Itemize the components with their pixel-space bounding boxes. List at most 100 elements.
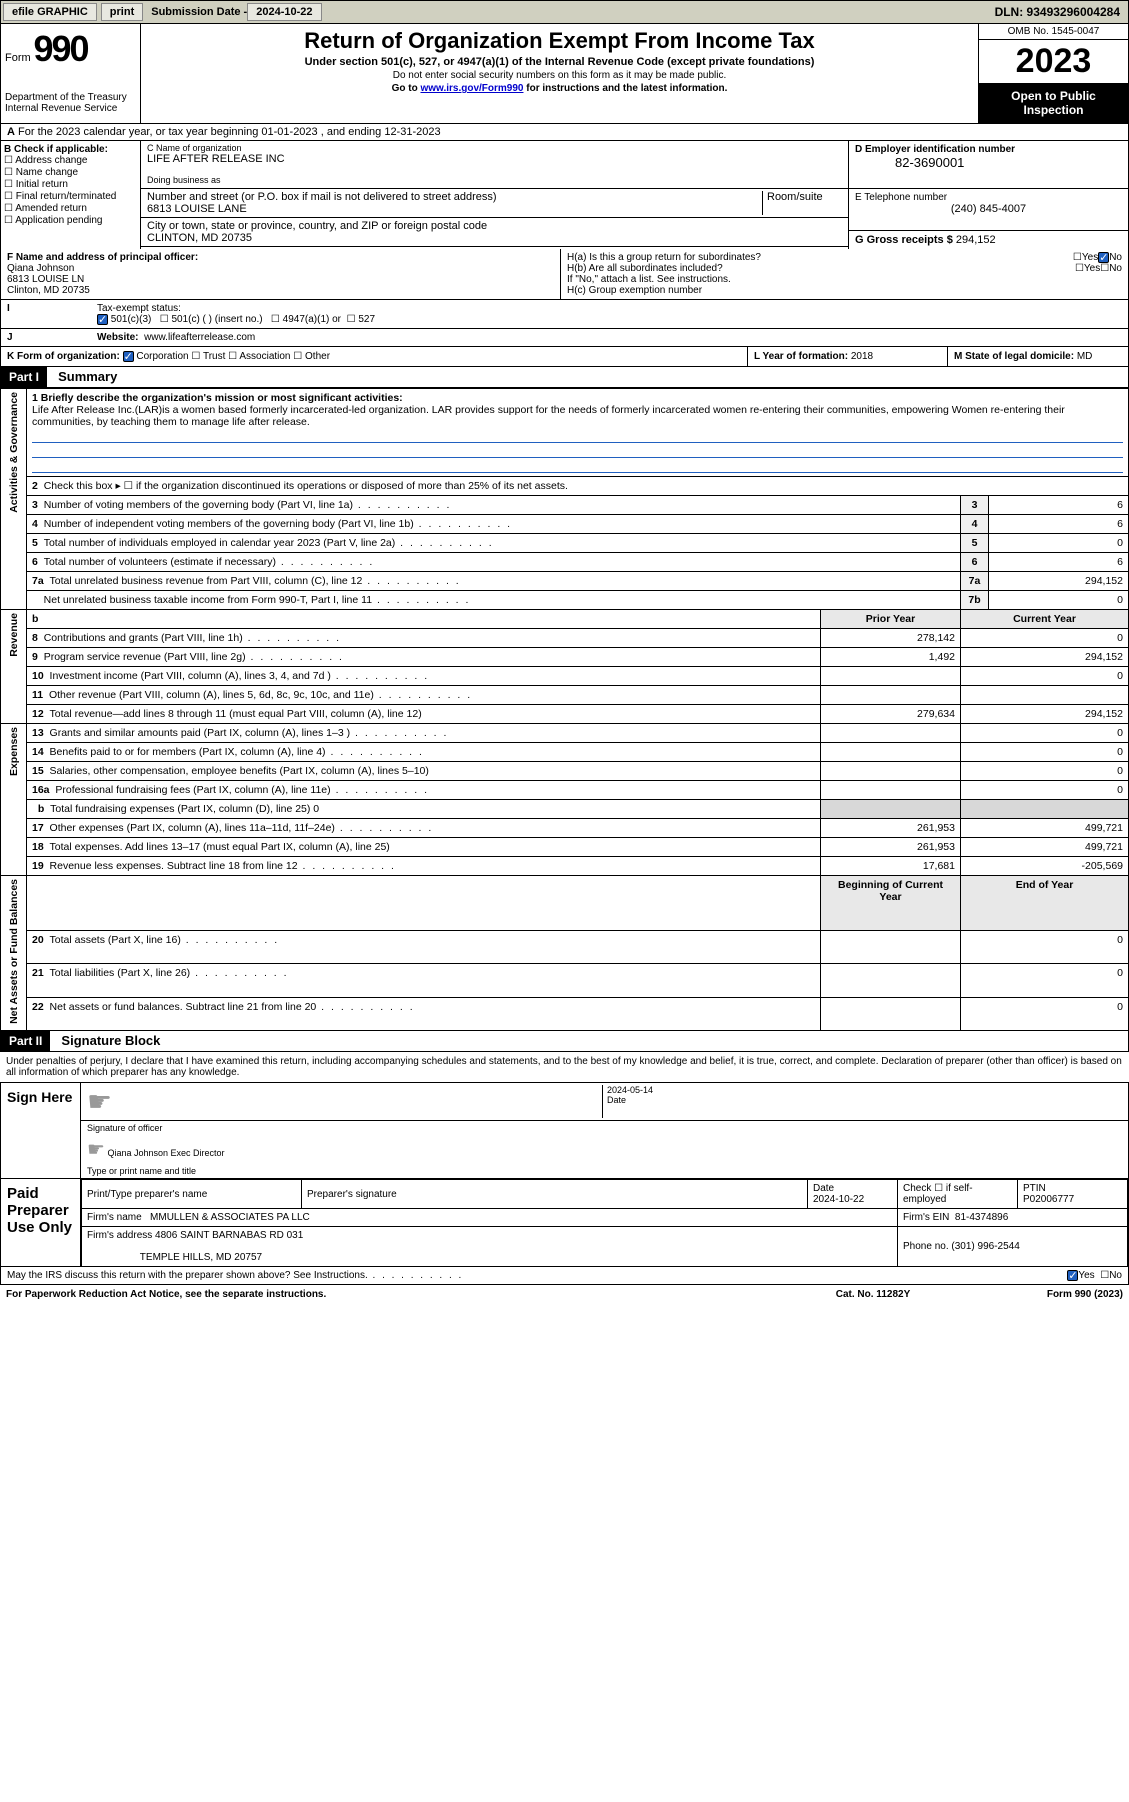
note2-prefix: Go to <box>392 83 421 94</box>
firm-addr2: TEMPLE HILLS, MD 20757 <box>140 1252 262 1263</box>
phone-label: E Telephone number <box>855 192 1122 203</box>
end-year-hdr: End of Year <box>961 876 1129 931</box>
line3-text: Number of voting members of the governin… <box>44 499 452 511</box>
form-org-label: K Form of organization: <box>7 351 120 362</box>
city-label: City or town, state or province, country… <box>147 220 842 232</box>
sig-officer-label: Signature of officer <box>87 1123 1122 1133</box>
dln: DLN: 93493296004284 <box>995 5 1126 19</box>
row-klm: K Form of organization: Corporation ☐ Tr… <box>0 347 1129 367</box>
firm-name: MMULLEN & ASSOCIATES PA LLC <box>150 1212 310 1223</box>
line3-val: 6 <box>989 496 1129 515</box>
dept-label: Department of the Treasury <box>5 92 136 103</box>
vert-gov: Activities & Governance <box>8 392 20 513</box>
gross-receipts-value: 294,152 <box>956 234 996 246</box>
footer: For Paperwork Reduction Act Notice, see … <box>0 1285 1129 1304</box>
row-j: J Website: www.lifeafterrelease.com <box>0 329 1129 347</box>
line7b-text: Net unrelated business taxable income fr… <box>44 594 471 606</box>
firm-addr1: 4806 SAINT BARNABAS RD 031 <box>155 1230 303 1241</box>
cb-name-change[interactable]: ☐ Name change <box>4 167 137 178</box>
omb-number: OMB No. 1545-0047 <box>979 24 1128 40</box>
hb-note: If "No," attach a list. See instructions… <box>567 274 1122 285</box>
cb-501c3[interactable] <box>97 314 108 325</box>
line2-text: Check this box ▸ ☐ if the organization d… <box>44 480 568 492</box>
cb-amended[interactable]: ☐ Amended return <box>4 203 137 214</box>
footer-right: Form 990 (2023) <box>973 1289 1123 1300</box>
cb-final-return[interactable]: ☐ Final return/terminated <box>4 191 137 202</box>
ha-no-check[interactable] <box>1098 252 1109 263</box>
footer-mid: Cat. No. 11282Y <box>773 1289 973 1300</box>
box-b-title: B Check if applicable: <box>4 144 137 155</box>
hb-label: H(b) Are all subordinates included? <box>567 263 1075 274</box>
phone-value: (240) 845-4007 <box>855 203 1122 215</box>
firm-ein: 81-4374896 <box>955 1212 1008 1223</box>
discuss-text: May the IRS discuss this return with the… <box>7 1270 1067 1281</box>
firm-phone: (301) 996-2544 <box>951 1241 1019 1252</box>
submission-label: Submission Date - <box>151 6 247 18</box>
line7a-text: Total unrelated business revenue from Pa… <box>50 575 461 587</box>
form-label: Form <box>5 52 31 64</box>
current-year-hdr: Current Year <box>961 610 1129 629</box>
line5-val: 0 <box>989 534 1129 553</box>
cb-initial-return[interactable]: ☐ Initial return <box>4 179 137 190</box>
efile-button[interactable]: efile GRAPHIC <box>3 3 97 21</box>
domicile: MD <box>1077 351 1093 362</box>
vert-rev: Revenue <box>8 613 20 657</box>
sig-name-label: Type or print name and title <box>87 1166 1122 1176</box>
part2-header: Part II Signature Block <box>0 1031 1129 1052</box>
summary-table: Activities & Governance 1 Briefly descri… <box>0 388 1129 1031</box>
vert-na: Net Assets or Fund Balances <box>8 879 20 1024</box>
line4-val: 6 <box>989 515 1129 534</box>
cb-address-change[interactable]: ☐ Address change <box>4 155 137 166</box>
prep-name-hdr: Print/Type preparer's name <box>82 1180 302 1209</box>
top-toolbar: efile GRAPHIC print Submission Date - 20… <box>0 0 1129 24</box>
begin-year-hdr: Beginning of Current Year <box>821 876 961 931</box>
tax-year: 2023 <box>979 40 1128 83</box>
ha-label: H(a) Is this a group return for subordin… <box>567 252 1073 263</box>
line5-text: Total number of individuals employed in … <box>44 537 494 549</box>
officer-name: Qiana Johnson <box>7 263 554 274</box>
section-fh: F Name and address of principal officer:… <box>0 249 1129 300</box>
org-address: 6813 LOUISE LANE <box>147 203 762 215</box>
irs-link[interactable]: www.irs.gov/Form990 <box>420 83 523 94</box>
tax-status-label: Tax-exempt status: <box>97 303 181 314</box>
part2-label: Part II <box>1 1031 50 1051</box>
prep-self-emp: Check ☐ if self-employed <box>898 1180 1018 1209</box>
domicile-label: M State of legal domicile: <box>954 351 1074 362</box>
website-label: Website: <box>97 332 139 343</box>
sig-date-label: Date <box>607 1095 626 1105</box>
note2-suffix: for instructions and the latest informat… <box>526 83 727 94</box>
line6-text: Total number of volunteers (estimate if … <box>44 556 375 568</box>
signature-block: Sign Here ☛ 2024-05-14 Date Signature of… <box>0 1082 1129 1267</box>
part1-header: Part I Summary <box>0 367 1129 388</box>
paid-preparer-label: Paid Preparer Use Only <box>1 1179 81 1266</box>
vert-exp: Expenses <box>8 727 20 776</box>
signature-intro: Under penalties of perjury, I declare th… <box>0 1052 1129 1082</box>
discuss-yes[interactable] <box>1067 1270 1078 1281</box>
org-name: LIFE AFTER RELEASE INC <box>147 153 842 165</box>
mission-label: 1 Briefly describe the organization's mi… <box>32 392 403 404</box>
sign-here-label: Sign Here <box>1 1083 81 1178</box>
part1-title: Summary <box>50 366 125 387</box>
org-city: CLINTON, MD 20735 <box>147 232 842 244</box>
prior-year-hdr: Prior Year <box>821 610 961 629</box>
part1-label: Part I <box>1 367 47 387</box>
form-header: Form 990 Department of the Treasury Inte… <box>0 24 1129 124</box>
cb-corp[interactable] <box>123 351 134 362</box>
sig-date: 2024-05-14 <box>607 1085 653 1095</box>
year-formation: 2018 <box>851 351 873 362</box>
print-button[interactable]: print <box>101 3 143 21</box>
officer-label: F Name and address of principal officer: <box>7 252 198 263</box>
form-title: Return of Organization Exempt From Incom… <box>145 28 974 54</box>
prep-date: 2024-10-22 <box>813 1194 864 1205</box>
website-value: www.lifeafterrelease.com <box>144 332 255 343</box>
form-subtitle: Under section 501(c), 527, or 4947(a)(1)… <box>145 56 974 68</box>
discuss-row: May the IRS discuss this return with the… <box>0 1267 1129 1285</box>
addr-label: Number and street (or P.O. box if mail i… <box>147 191 762 203</box>
ein-label: D Employer identification number <box>855 144 1122 155</box>
row-i: I Tax-exempt status: 501(c)(3) ☐ 501(c) … <box>0 300 1129 329</box>
cb-application[interactable]: ☐ Application pending <box>4 215 137 226</box>
dba-label: Doing business as <box>147 175 842 185</box>
ein-value: 82-3690001 <box>855 155 1122 170</box>
form-note1: Do not enter social security numbers on … <box>145 70 974 81</box>
part2-title: Signature Block <box>53 1030 168 1051</box>
